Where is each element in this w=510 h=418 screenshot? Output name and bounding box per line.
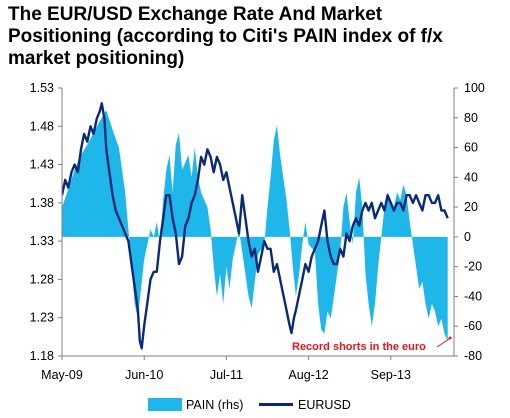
x-tick-label: Jul-11 bbox=[210, 368, 243, 382]
chart-title-line-1: The EUR/USD Exchange Rate And Market bbox=[8, 4, 383, 25]
x-tick-label: Aug-12 bbox=[288, 368, 328, 382]
left-tick-label: 1.53 bbox=[30, 81, 54, 95]
right-tick-label: 40 bbox=[464, 170, 478, 184]
right-tick-label: 100 bbox=[464, 81, 485, 95]
annotation-pointer bbox=[436, 338, 450, 348]
legend: PAIN (rhs) EURUSD bbox=[148, 398, 351, 412]
annotation-dot bbox=[448, 336, 452, 340]
legend-label-pain: PAIN (rhs) bbox=[186, 398, 243, 412]
right-axis-ticks: 100 80 60 40 20 0 -20 -40 -60 -80 bbox=[454, 81, 485, 363]
x-tick-label: Sep-13 bbox=[371, 368, 411, 382]
left-axis-ticks: 1.53 1.48 1.43 1.38 1.33 1.28 1.23 1.18 bbox=[30, 81, 62, 363]
left-tick-label: 1.38 bbox=[30, 196, 54, 210]
left-tick-label: 1.43 bbox=[30, 158, 54, 172]
right-tick-label: 60 bbox=[464, 141, 478, 155]
left-tick-label: 1.23 bbox=[30, 311, 54, 325]
x-tick-label: May-09 bbox=[41, 368, 83, 382]
eurusd-line bbox=[62, 102, 449, 350]
eurusd-line-layer bbox=[62, 102, 449, 350]
right-tick-label: 20 bbox=[464, 200, 478, 214]
pain-area bbox=[62, 110, 448, 342]
pain-area-layer bbox=[62, 110, 448, 342]
right-tick-label: -80 bbox=[464, 349, 482, 363]
left-tick-label: 1.48 bbox=[30, 119, 54, 133]
annotation-label: Record shorts in the euro bbox=[292, 341, 426, 353]
left-tick-label: 1.28 bbox=[30, 272, 54, 286]
x-tick-label: Jun-10 bbox=[125, 368, 163, 382]
legend-swatch-pain bbox=[148, 398, 182, 411]
chart-title: The EUR/USD Exchange Rate And Market Pos… bbox=[8, 4, 502, 70]
right-tick-label: -20 bbox=[464, 260, 482, 274]
legend-label-eurusd: EURUSD bbox=[298, 398, 351, 412]
axes-layer bbox=[61, 88, 455, 357]
right-tick-label: 0 bbox=[464, 230, 471, 244]
chart-title-line-2: Positioning (according to Citi's PAIN in… bbox=[8, 26, 443, 47]
right-tick-label: -60 bbox=[464, 319, 482, 333]
annotation-group: Record shorts in the euro bbox=[292, 336, 452, 353]
right-tick-label: -40 bbox=[464, 289, 482, 303]
left-tick-label: 1.18 bbox=[30, 349, 54, 363]
x-axis-ticks: May-09 Jun-10 Jul-11 Aug-12 Sep-13 bbox=[41, 356, 411, 382]
left-tick-label: 1.33 bbox=[30, 234, 54, 248]
right-tick-label: 80 bbox=[464, 111, 478, 125]
chart-title-line-3: market positioning) bbox=[8, 48, 185, 69]
